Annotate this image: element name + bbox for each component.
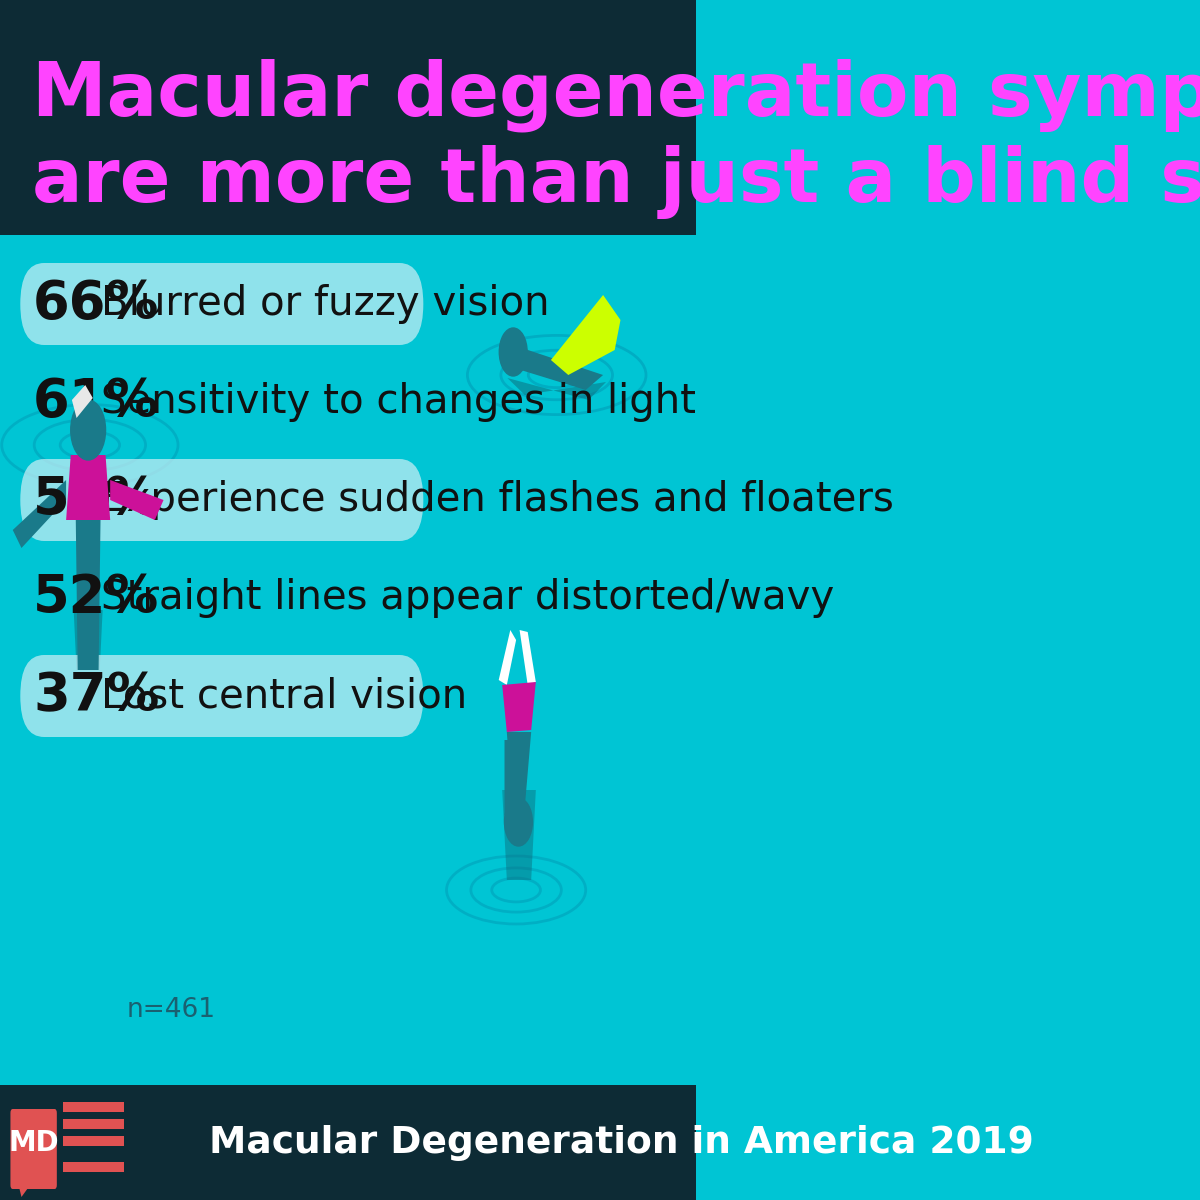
Text: are more than just a blind spot: are more than just a blind spot bbox=[32, 145, 1200, 218]
Polygon shape bbox=[72, 385, 92, 418]
Polygon shape bbox=[506, 732, 532, 800]
Circle shape bbox=[504, 798, 533, 846]
Polygon shape bbox=[502, 682, 536, 732]
Text: MD: MD bbox=[8, 1129, 59, 1157]
Text: Experience sudden flashes and floaters: Experience sudden flashes and floaters bbox=[102, 480, 894, 520]
Bar bbox=[0, 235, 696, 1090]
Text: Straight lines appear distorted/wavy: Straight lines appear distorted/wavy bbox=[102, 578, 835, 618]
Polygon shape bbox=[73, 610, 103, 670]
Polygon shape bbox=[499, 630, 516, 685]
Polygon shape bbox=[76, 490, 101, 670]
Bar bbox=[0, 1085, 696, 1200]
Polygon shape bbox=[504, 348, 604, 390]
Text: Sensitivity to changes in light: Sensitivity to changes in light bbox=[102, 382, 696, 422]
Text: 56%: 56% bbox=[34, 474, 160, 526]
Text: 61%: 61% bbox=[34, 376, 160, 428]
Bar bbox=[62, 1162, 124, 1172]
Polygon shape bbox=[66, 455, 110, 520]
Polygon shape bbox=[110, 480, 163, 520]
Polygon shape bbox=[18, 1186, 30, 1198]
FancyBboxPatch shape bbox=[11, 1109, 56, 1189]
Text: 37%: 37% bbox=[34, 670, 160, 722]
Polygon shape bbox=[508, 378, 606, 400]
Circle shape bbox=[499, 328, 527, 376]
Bar bbox=[62, 1118, 124, 1129]
Polygon shape bbox=[13, 480, 66, 548]
Polygon shape bbox=[551, 295, 620, 374]
FancyBboxPatch shape bbox=[20, 655, 424, 737]
Polygon shape bbox=[504, 740, 512, 815]
Text: Macular degeneration symptoms: Macular degeneration symptoms bbox=[32, 58, 1200, 132]
Text: n=461: n=461 bbox=[126, 997, 216, 1022]
Text: Blurred or fuzzy vision: Blurred or fuzzy vision bbox=[102, 284, 550, 324]
Text: 52%: 52% bbox=[34, 572, 160, 624]
Polygon shape bbox=[520, 630, 536, 685]
Bar bbox=[0, 0, 696, 235]
Text: Lost central vision: Lost central vision bbox=[102, 676, 468, 716]
Polygon shape bbox=[502, 790, 536, 880]
Bar bbox=[62, 1136, 124, 1146]
Text: 66%: 66% bbox=[34, 278, 160, 330]
Text: Macular Degeneration in America 2019: Macular Degeneration in America 2019 bbox=[209, 1126, 1033, 1162]
FancyBboxPatch shape bbox=[20, 263, 424, 346]
FancyBboxPatch shape bbox=[20, 458, 424, 541]
Circle shape bbox=[71, 400, 106, 460]
Bar bbox=[62, 1102, 124, 1112]
